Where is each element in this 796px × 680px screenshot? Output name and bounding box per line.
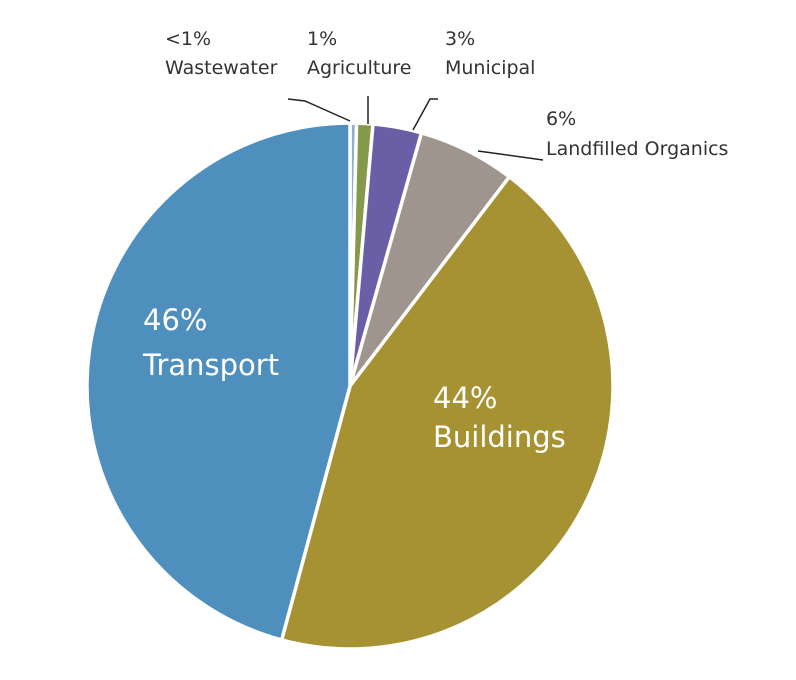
slice-value-label: <1% xyxy=(165,28,211,50)
leader-line xyxy=(287,98,351,122)
slice-value-label: 6% xyxy=(546,108,576,130)
slice-category-label: Transport xyxy=(142,348,279,382)
slice-value-label: 3% xyxy=(445,28,475,50)
slice-value-label: 44% xyxy=(433,381,497,415)
slice-category-label: Wastewater xyxy=(165,57,278,79)
slice-value-label: 46% xyxy=(143,303,207,337)
slice-category-label: Municipal xyxy=(445,57,535,79)
pie-slice xyxy=(85,121,352,642)
pie-slice xyxy=(279,175,615,651)
slice-category-label: Buildings xyxy=(433,420,566,454)
leader-line xyxy=(477,150,544,161)
slice-category-label: Agriculture xyxy=(307,57,412,79)
slice-value-label: 1% xyxy=(307,28,337,50)
leader-line xyxy=(412,98,438,131)
slice-category-label: Landfilled Organics xyxy=(546,138,728,160)
